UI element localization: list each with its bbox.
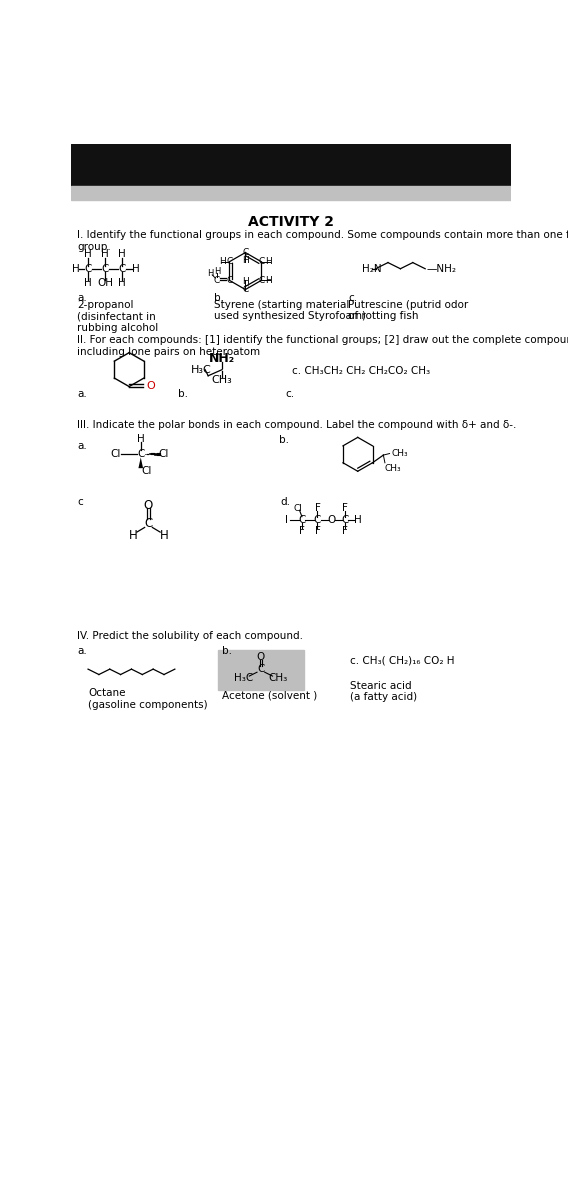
Text: b.: b.: [222, 646, 232, 656]
Text: C: C: [144, 517, 153, 530]
Text: NH₂: NH₂: [209, 353, 235, 365]
Text: C: C: [314, 515, 321, 524]
Text: c. CH₃( CH₂)₁₆ CO₂ H: c. CH₃( CH₂)₁₆ CO₂ H: [350, 655, 454, 665]
Text: C: C: [242, 286, 249, 294]
Text: Stearic acid
(a fatty acid): Stearic acid (a fatty acid): [350, 680, 417, 702]
Text: b.: b.: [178, 389, 188, 398]
Text: F: F: [343, 527, 348, 536]
Text: b.: b.: [214, 293, 224, 302]
Text: O: O: [327, 515, 336, 524]
Text: CH₃: CH₃: [391, 449, 408, 458]
Text: C: C: [342, 515, 349, 524]
Text: III. Indicate the polar bonds in each compound. Label the compound with δ+ and δ: III. Indicate the polar bonds in each co…: [77, 420, 516, 430]
Text: H: H: [160, 529, 168, 541]
Text: H: H: [118, 277, 126, 288]
Text: F: F: [343, 503, 348, 514]
Bar: [218, 650, 303, 690]
Text: F: F: [315, 527, 320, 536]
Text: C: C: [102, 264, 109, 274]
Text: C: C: [226, 257, 232, 266]
Text: H₂N: H₂N: [362, 264, 381, 274]
Text: II. For each compounds: [1] identify the functional groups; [2] draw out the com: II. For each compounds: [1] identify the…: [77, 335, 568, 356]
Text: H: H: [118, 250, 126, 259]
Text: a.: a.: [77, 293, 87, 302]
Text: C: C: [214, 276, 220, 284]
Text: O: O: [257, 652, 265, 662]
Text: C: C: [242, 248, 249, 257]
Text: H: H: [265, 257, 272, 266]
Text: 2-propanol
(disinfectant in
rubbing alcohol: 2-propanol (disinfectant in rubbing alco…: [77, 300, 158, 332]
Text: a.: a.: [77, 646, 87, 656]
Text: Cl: Cl: [294, 504, 303, 512]
Text: Cl: Cl: [159, 449, 169, 460]
Text: ACTIVITY 2: ACTIVITY 2: [248, 215, 334, 229]
Text: c: c: [77, 497, 83, 506]
Text: C: C: [258, 276, 265, 284]
Text: C: C: [137, 449, 144, 460]
Text: IV. Predict the solubility of each compound.: IV. Predict the solubility of each compo…: [77, 631, 303, 641]
Text: H: H: [214, 266, 220, 276]
Text: Octane
(gasoline components): Octane (gasoline components): [88, 689, 208, 710]
Text: C: C: [257, 664, 265, 674]
Text: Acetone (solvent ): Acetone (solvent ): [222, 691, 318, 701]
Text: a.: a.: [77, 389, 87, 398]
Text: F: F: [315, 503, 320, 514]
Text: F: F: [299, 527, 305, 536]
Text: c.: c.: [286, 389, 295, 398]
Text: C: C: [119, 264, 126, 274]
Text: H: H: [137, 434, 145, 444]
Text: c.: c.: [348, 293, 358, 302]
Text: d.: d.: [280, 497, 290, 506]
Text: H: H: [128, 529, 137, 541]
Text: a.: a.: [77, 442, 87, 451]
Text: I: I: [285, 515, 288, 524]
Text: Styrene (starting material
used synthesized Styrofoam): Styrene (starting material used synthesi…: [214, 300, 366, 322]
Text: H: H: [84, 277, 92, 288]
Text: Putrescine (putrid odor
of rotting fish: Putrescine (putrid odor of rotting fish: [348, 300, 469, 322]
Text: OH: OH: [97, 277, 113, 288]
Text: C: C: [226, 276, 232, 284]
Text: I. Identify the functional groups in each compound. Some compounds contain more : I. Identify the functional groups in eac…: [77, 230, 568, 252]
Text: c. CH₃CH₂ CH₂ CH₂CO₂ CH₃: c. CH₃CH₂ CH₂ CH₂CO₂ CH₃: [292, 366, 430, 376]
Text: C: C: [298, 515, 306, 524]
Text: C: C: [85, 264, 92, 274]
Text: H: H: [219, 257, 225, 266]
Text: CH₃: CH₃: [268, 673, 287, 683]
Text: H: H: [242, 256, 249, 265]
Text: Cl: Cl: [111, 449, 121, 460]
Text: H: H: [242, 277, 249, 287]
Text: H: H: [265, 276, 272, 284]
Text: C: C: [258, 257, 265, 266]
Text: Cl: Cl: [142, 467, 152, 476]
Text: H₃C: H₃C: [234, 673, 253, 683]
Text: H: H: [354, 515, 362, 524]
Text: H: H: [84, 250, 92, 259]
Bar: [71, 144, 511, 186]
Text: b.: b.: [279, 436, 289, 445]
Bar: [71, 186, 511, 200]
Text: H: H: [72, 264, 80, 274]
Text: H₃C: H₃C: [191, 365, 212, 374]
Text: H: H: [207, 269, 214, 278]
Text: —NH₂: —NH₂: [427, 264, 457, 274]
Polygon shape: [139, 457, 143, 468]
Text: H: H: [132, 264, 140, 274]
Text: O: O: [144, 499, 153, 511]
Text: H: H: [101, 250, 109, 259]
Text: O: O: [146, 380, 155, 391]
Text: CH₃: CH₃: [385, 464, 402, 473]
Text: CH₃: CH₃: [212, 376, 232, 385]
